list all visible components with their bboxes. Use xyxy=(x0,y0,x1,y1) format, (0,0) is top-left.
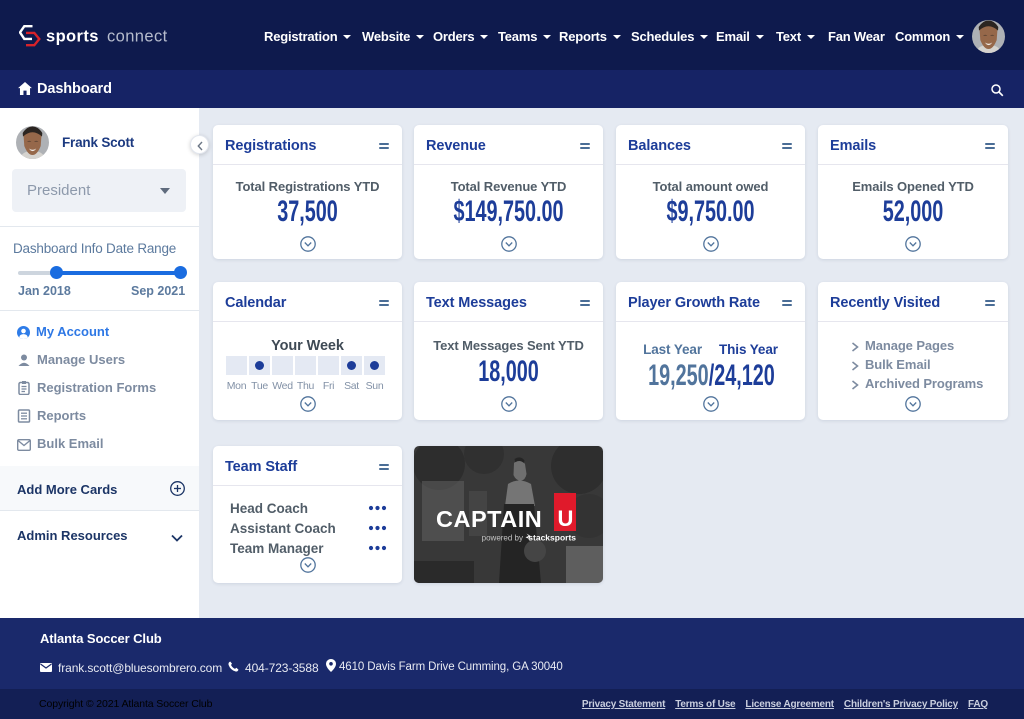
svg-text:stacksports: stacksports xyxy=(528,533,576,543)
svg-text:connect: connect xyxy=(107,28,168,46)
svg-text:U: U xyxy=(558,506,574,531)
svg-text:sports: sports xyxy=(46,28,99,46)
svg-text:powered by: powered by xyxy=(482,534,523,543)
svg-text:CAPTAIN: CAPTAIN xyxy=(436,506,542,532)
